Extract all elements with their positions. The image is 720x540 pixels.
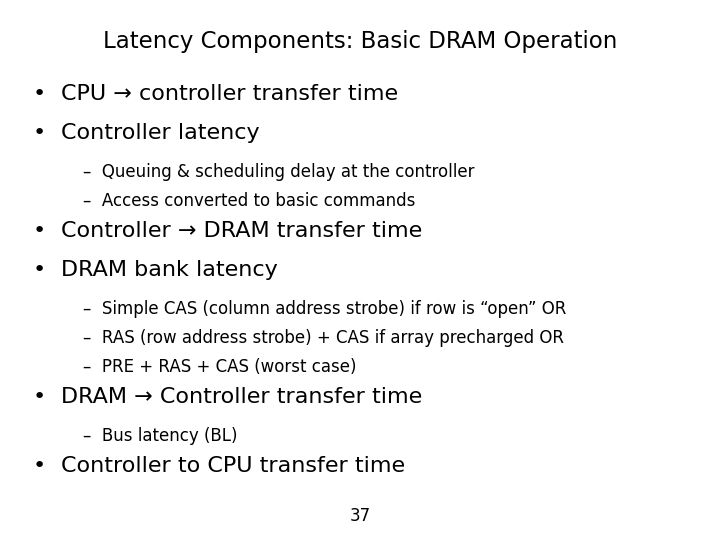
Text: Controller → DRAM transfer time: Controller → DRAM transfer time xyxy=(61,221,423,241)
Text: •: • xyxy=(32,84,45,104)
Text: Controller to CPU transfer time: Controller to CPU transfer time xyxy=(61,456,405,476)
Text: –  Queuing & scheduling delay at the controller: – Queuing & scheduling delay at the cont… xyxy=(83,163,474,180)
Text: •: • xyxy=(32,260,45,280)
Text: Controller latency: Controller latency xyxy=(61,123,260,143)
Text: •: • xyxy=(32,123,45,143)
Text: 37: 37 xyxy=(349,507,371,525)
Text: –  Simple CAS (column address strobe) if row is “open” OR: – Simple CAS (column address strobe) if … xyxy=(83,300,566,318)
Text: –  RAS (row address strobe) + CAS if array precharged OR: – RAS (row address strobe) + CAS if arra… xyxy=(83,329,564,347)
Text: •: • xyxy=(32,456,45,476)
Text: –  Bus latency (BL): – Bus latency (BL) xyxy=(83,427,238,444)
Text: CPU → controller transfer time: CPU → controller transfer time xyxy=(61,84,398,104)
Text: DRAM → Controller transfer time: DRAM → Controller transfer time xyxy=(61,387,423,407)
Text: •: • xyxy=(32,387,45,407)
Text: •: • xyxy=(32,221,45,241)
Text: Latency Components: Basic DRAM Operation: Latency Components: Basic DRAM Operation xyxy=(103,30,617,53)
Text: –  PRE + RAS + CAS (worst case): – PRE + RAS + CAS (worst case) xyxy=(83,358,356,376)
Text: DRAM bank latency: DRAM bank latency xyxy=(61,260,278,280)
Text: –  Access converted to basic commands: – Access converted to basic commands xyxy=(83,192,415,210)
